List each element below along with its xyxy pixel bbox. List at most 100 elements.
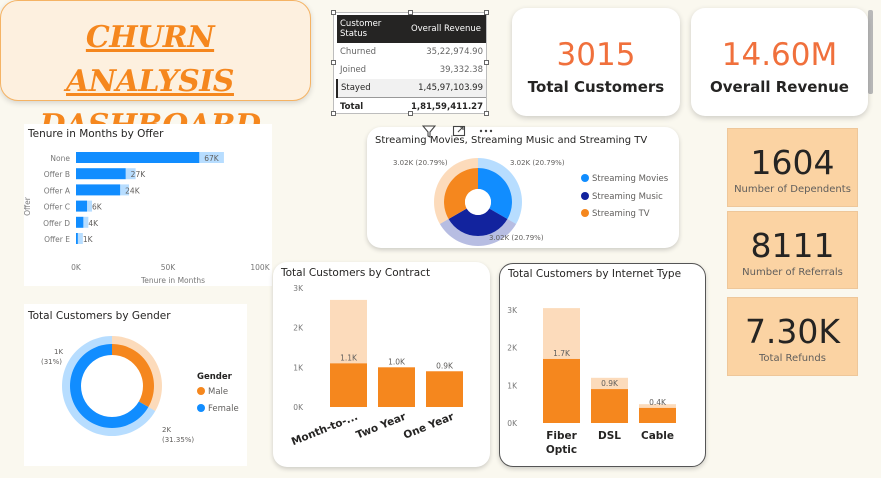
category-label: Offer D bbox=[43, 219, 70, 228]
category-label: Offer E bbox=[44, 235, 70, 244]
data-label: 2K bbox=[162, 426, 171, 434]
total-customers-label: Total Customers bbox=[527, 78, 665, 96]
bar-highlight bbox=[77, 233, 83, 244]
dependents-card: 1604 Number of Dependents bbox=[727, 128, 858, 207]
bar bbox=[76, 216, 84, 228]
revenue-cell: 1,45,97,103.99 bbox=[407, 79, 486, 98]
dependents-value: 1604 bbox=[750, 143, 835, 182]
bar bbox=[330, 363, 367, 407]
donut-segment-outer bbox=[439, 219, 517, 246]
column-header-status[interactable]: Customer Status bbox=[337, 15, 408, 43]
table-row[interactable]: Stayed 1,45,97,103.99 bbox=[336, 79, 486, 98]
legend-label: Streaming Movies bbox=[592, 174, 669, 184]
data-label: 1.1K bbox=[340, 353, 358, 362]
x-tick-label: 50K bbox=[161, 263, 177, 272]
legend-item-streaming-movies[interactable]: Streaming Movies bbox=[581, 174, 668, 184]
data-label: 1.7K bbox=[553, 349, 571, 358]
bar-highlight bbox=[87, 200, 93, 212]
contract-bar-chart[interactable]: 3K 2K 1K 0K 1.1K Month-to-... 1.0K Two Year 0.9K… bbox=[273, 262, 490, 467]
bar bbox=[76, 233, 78, 244]
resize-handle[interactable] bbox=[408, 111, 413, 116]
referrals-value: 8111 bbox=[750, 226, 835, 265]
overall-revenue-value: 14.60M bbox=[721, 37, 838, 73]
data-label: 3.02K (20.79%) bbox=[489, 234, 544, 242]
resize-handle[interactable] bbox=[331, 10, 336, 15]
data-label: (31%) bbox=[41, 358, 62, 366]
resize-handle[interactable] bbox=[331, 60, 336, 65]
data-label: 0.9K bbox=[601, 379, 619, 388]
bar-highlight bbox=[120, 184, 129, 196]
donut-segment-outer bbox=[112, 336, 162, 411]
resize-handle[interactable] bbox=[331, 111, 336, 116]
y-tick-label: 2K bbox=[293, 324, 304, 333]
streaming-donut-chart[interactable]: 3.02K (20.79%) 3.02K (20.79%) 3.02K (20.79… bbox=[367, 127, 679, 248]
data-label: 1K bbox=[83, 235, 94, 244]
legend-item-male[interactable]: Male bbox=[197, 387, 228, 397]
y-tick-label: 3K bbox=[293, 284, 304, 293]
legend-dot bbox=[197, 387, 205, 395]
refunds-card: 7.30K Total Refunds bbox=[727, 297, 858, 376]
contract-chart-card[interactable]: Total Customers by Contract 3K 2K 1K 0K 1.1K… bbox=[273, 262, 490, 467]
status-cell: Joined bbox=[340, 65, 367, 75]
bar bbox=[639, 407, 676, 423]
category-label: Cable bbox=[641, 430, 674, 442]
resize-handle[interactable] bbox=[484, 111, 489, 116]
category-label: DSL bbox=[598, 430, 621, 442]
category-label: None bbox=[50, 154, 70, 163]
chart-title: Streaming Movies, Streaming Music and St… bbox=[375, 135, 648, 146]
overall-revenue-label: Overall Revenue bbox=[710, 78, 849, 96]
legend-item-streaming-tv[interactable]: Streaming TV bbox=[581, 209, 650, 219]
y-tick-label: 0K bbox=[507, 419, 518, 428]
focus-mode-icon[interactable] bbox=[452, 124, 466, 138]
total-revenue: 1,81,59,411.27 bbox=[407, 97, 486, 116]
category-label: Offer C bbox=[44, 203, 70, 212]
bar bbox=[76, 152, 200, 163]
legend-item-female[interactable]: Female bbox=[197, 404, 239, 414]
category-label: Month-to-... bbox=[290, 411, 360, 449]
streaming-chart-card[interactable]: Streaming Movies, Streaming Music and St… bbox=[367, 127, 679, 248]
revenue-table-card[interactable]: Customer Status Overall Revenue Churned … bbox=[331, 10, 489, 116]
column-header-revenue[interactable]: Overall Revenue bbox=[407, 15, 486, 43]
bar-highlight bbox=[83, 216, 89, 228]
resize-handle[interactable] bbox=[484, 60, 489, 65]
legend-dot bbox=[581, 209, 589, 217]
donut-segment bbox=[444, 168, 478, 219]
overall-revenue-card: 14.60M Overall Revenue bbox=[691, 8, 868, 116]
y-tick-label: 1K bbox=[507, 381, 518, 390]
data-label: 27K bbox=[131, 170, 147, 179]
legend-item-streaming-music[interactable]: Streaming Music bbox=[581, 192, 663, 202]
more-options-icon[interactable] bbox=[478, 124, 494, 138]
dependents-label: Number of Dependents bbox=[734, 184, 851, 195]
y-tick-label: 3K bbox=[507, 306, 518, 315]
tenure-bar-chart[interactable]: None 67K Offer B 27K Offer A 24K Offer C 6K Offe… bbox=[24, 124, 272, 286]
legend-dot bbox=[197, 404, 205, 412]
total-label: Total bbox=[337, 97, 408, 116]
donut-segment bbox=[478, 168, 512, 219]
data-label: 0.4K bbox=[649, 398, 667, 407]
title-scrollbar[interactable] bbox=[868, 10, 873, 94]
donut-segment-outer bbox=[478, 158, 522, 224]
referrals-card: 8111 Number of Referrals bbox=[727, 211, 858, 289]
bar bbox=[76, 168, 126, 180]
tenure-chart-card[interactable]: Tenure in Months by Offer Offer None 67K O… bbox=[23, 124, 272, 286]
bar bbox=[76, 200, 88, 212]
revenue-cell: 39,332.38 bbox=[439, 65, 483, 75]
gender-chart-card[interactable]: Total Customers by Gender 1K (31%) 2K (31.3… bbox=[24, 304, 247, 466]
legend-dot bbox=[581, 174, 589, 182]
table-row[interactable]: Churned 35,22,974.90 bbox=[337, 43, 486, 61]
table-header-row: Customer Status Overall Revenue bbox=[337, 15, 486, 43]
internet-bar-chart[interactable]: 3K 2K 1K 0K 1.7K Fiber Optic 0.9K DSL 0.4K Cable bbox=[500, 264, 707, 468]
revenue-cell: 35,22,974.90 bbox=[426, 47, 483, 57]
donut-segment bbox=[112, 344, 154, 407]
filter-icon[interactable] bbox=[422, 124, 436, 138]
gender-donut-chart[interactable]: 1K (31%) 2K (31.35%) bbox=[24, 304, 247, 466]
data-label: 24K bbox=[125, 186, 141, 195]
bar bbox=[426, 371, 463, 407]
chart-title: Total Customers by Contract bbox=[281, 267, 431, 279]
legend-dot bbox=[581, 192, 589, 200]
table-row[interactable]: Joined 39,332.38 bbox=[337, 61, 486, 79]
total-customers-card: 3015 Total Customers bbox=[512, 8, 680, 116]
resize-handle[interactable] bbox=[484, 10, 489, 15]
resize-handle[interactable] bbox=[408, 10, 413, 15]
internet-chart-card[interactable]: Total Customers by Internet Type 3K 2K 1K 0… bbox=[499, 263, 706, 467]
